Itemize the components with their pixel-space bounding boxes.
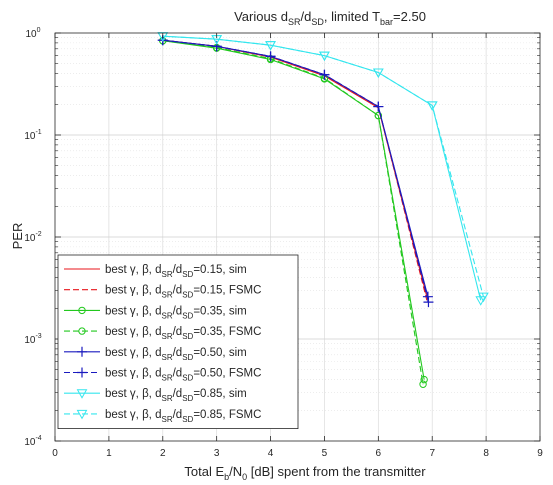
legend-entry: best γ, β, dSR/dSD=0.50, sim <box>64 347 247 362</box>
legend-label: best γ, β, dSR/dSD=0.85, sim <box>105 388 247 403</box>
legend-entry: best γ, β, dSR/dSD=0.50, FSMC <box>64 367 261 383</box>
legend-entry: best γ, β, dSR/dSD=0.35, FSMC <box>64 326 261 341</box>
legend-entry: best γ, β, dSR/dSD=0.85, sim <box>64 388 247 403</box>
legend-entry: best γ, β, dSR/dSD=0.15, FSMC <box>64 285 261 300</box>
data-point-triangle <box>372 68 384 79</box>
data-point-triangle <box>319 51 330 62</box>
data-point-circle <box>420 375 428 384</box>
series-8 <box>157 32 489 303</box>
data-point-plus <box>77 346 87 357</box>
data-point-circle <box>78 306 86 315</box>
legend-label: best γ, β, dSR/dSD=0.50, FSMC <box>105 368 261 383</box>
data-point-plus <box>77 367 87 378</box>
legend-label: best γ, β, dSR/dSD=0.35, FSMC <box>105 326 261 341</box>
data-point-triangle <box>265 41 276 51</box>
x-tick-label: 0 <box>52 448 58 459</box>
legend-entry: best γ, β, dSR/dSD=0.85, FSMC <box>64 409 261 424</box>
data-point-plus <box>373 101 384 112</box>
series-line <box>162 39 429 303</box>
tick-marks <box>54 32 541 442</box>
series-line <box>162 40 424 385</box>
data-point-plus <box>423 297 434 308</box>
data-point-triangle <box>76 389 88 399</box>
series-line <box>162 35 484 297</box>
legend: best γ, β, dSR/dSD=0.15, sim best γ, β, d… <box>57 254 299 430</box>
data-point-triangle <box>76 409 88 420</box>
x-tick-label: 5 <box>322 448 328 459</box>
legend-label: best γ, β, dSR/dSD=0.35, sim <box>105 305 247 320</box>
legend-entry: best γ, β, dSR/dSD=0.35, sim <box>64 305 247 320</box>
legend-label: best γ, β, dSR/dSD=0.50, sim <box>105 347 247 362</box>
x-tick-label: 8 <box>483 448 489 459</box>
x-tick-label: 7 <box>429 448 435 459</box>
data-point-circle <box>419 380 427 388</box>
x-tick-label: 3 <box>214 448 220 459</box>
x-tick-label: 4 <box>268 448 274 459</box>
legend-box <box>57 254 299 430</box>
chart-title: Various dSR/dSD, limited Tbar=2.50 <box>234 9 426 27</box>
y-axis-label: PER <box>10 223 25 250</box>
legend-label: best γ, β, dSR/dSD=0.85, FSMC <box>105 409 261 424</box>
x-axis-label: Total Eb/N0 [dB] spent from the transmit… <box>184 464 426 482</box>
data-point-triangle <box>426 101 438 111</box>
data-point-circle <box>374 111 383 120</box>
x-tick-label: 6 <box>376 448 382 459</box>
data-point-triangle <box>478 292 489 303</box>
x-tick-label: 2 <box>160 448 166 459</box>
y-tick-label: 100 <box>25 27 40 40</box>
y-tick-label: 10-1 <box>24 129 41 142</box>
x-tick-label: 9 <box>537 448 543 459</box>
data-point-circle <box>78 327 86 335</box>
y-tick-label: 10-3 <box>24 333 41 346</box>
y-tick-label: 10-4 <box>24 435 41 448</box>
series-layer <box>157 32 489 388</box>
y-tick-label: 10-2 <box>24 231 41 244</box>
legend-entry: best γ, β, dSR/dSD=0.15, sim <box>64 264 247 279</box>
data-point-plus <box>265 51 276 62</box>
series-6 <box>157 35 434 308</box>
legend-label: best γ, β, dSR/dSD=0.15, sim <box>105 264 247 279</box>
data-point-plus <box>319 69 330 80</box>
tick-labels: 0 1 2 3 4 5 6 7 8 9 100 10-1 10-2 10-3 10-4 <box>24 27 543 459</box>
legend-label: best γ, β, dSR/dSD=0.15, FSMC <box>105 285 261 300</box>
x-tick-label: 1 <box>106 448 112 459</box>
